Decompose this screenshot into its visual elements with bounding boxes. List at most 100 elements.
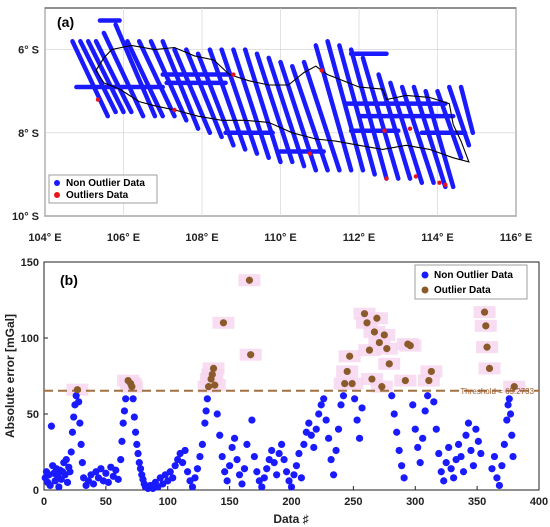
non-outlier-point (166, 468, 174, 476)
non-outlier-point (72, 392, 80, 400)
non-outlier-point (334, 425, 343, 433)
map-legend-box (48, 174, 158, 204)
outlier-point (370, 328, 379, 336)
ship-track (85, 39, 126, 115)
non-outlier-point (213, 410, 221, 418)
non-outlier-point (459, 468, 468, 476)
non-outlier-point (290, 471, 298, 479)
non-outlier-point (183, 468, 192, 476)
non-outlier-point (332, 446, 340, 455)
error-points (41, 276, 518, 493)
map-panel: 104° E 106° E 108° E 110° E 112° E 114° E 116°… (12, 7, 533, 244)
map-legend: Non Outlier Data Outliers Data (48, 174, 158, 204)
non-outlier-point (327, 456, 335, 464)
ship-track (219, 47, 260, 156)
outlier-point (247, 351, 255, 359)
non-outlier-point (63, 478, 72, 486)
map-x-tick-label: 104° E (28, 232, 61, 244)
non-outlier-point (297, 474, 305, 482)
ship-track (125, 39, 165, 119)
non-outlier-point (419, 434, 427, 442)
outlier-point (208, 370, 216, 379)
non-outlier-point (181, 446, 189, 455)
ship-track (254, 51, 295, 165)
panel-label-b: (b) (60, 272, 78, 288)
x-tick-label: 400 (530, 496, 548, 508)
non-outlier-point (62, 456, 70, 464)
outlier-point (482, 322, 490, 330)
non-outlier-point (188, 483, 197, 491)
non-outlier-point (270, 459, 278, 467)
non-outlier-point (495, 481, 503, 490)
ship-track (301, 59, 342, 173)
non-outlier-point (358, 404, 366, 412)
outlier-point (401, 376, 409, 385)
outlier-point (128, 383, 136, 391)
map-outlier-point (319, 68, 324, 73)
non-outlier-point (469, 462, 478, 470)
non-outlier-point (179, 459, 187, 467)
non-outlier-point (235, 471, 244, 479)
outlier-point (510, 383, 518, 391)
non-outlier-point (133, 440, 141, 448)
map-x-tick-label: 108° E (185, 232, 218, 244)
ship-track (231, 47, 271, 161)
non-outlier-point (203, 395, 211, 403)
outlier-point (204, 383, 213, 391)
non-outlier-point (445, 443, 453, 452)
non-outlier-point (131, 428, 140, 436)
ship-track (266, 55, 307, 169)
error-tick-labels: 0 50 100 150 200 250 300 350 400 0 50 100 150 (21, 257, 549, 508)
non-outlier-point (477, 449, 485, 458)
x-tick-label: 250 (344, 496, 362, 508)
map-x-tick-label: 110° E (264, 232, 297, 244)
non-outlier-point (329, 471, 338, 479)
non-outlier-point (102, 469, 110, 477)
non-outlier-point (462, 431, 470, 439)
non-outlier-point (411, 425, 419, 433)
map-x-tick-label: 116° E (500, 232, 533, 244)
outlier-point (383, 345, 391, 353)
non-outlier-point (243, 440, 251, 448)
non-outlier-point (129, 395, 137, 403)
error-legend-label-non-outlier: Non Outlier Data (434, 270, 513, 281)
x-tick-label: 200 (282, 496, 300, 508)
y-tick-label: 100 (21, 333, 39, 345)
ship-track (388, 80, 425, 185)
non-outlier-point (47, 422, 56, 430)
non-outlier-point (117, 456, 125, 464)
non-outlier-point (228, 443, 236, 452)
non-outlier-point (193, 465, 202, 473)
map-outlier-point (95, 97, 101, 102)
non-outlier-point (450, 474, 458, 482)
non-outlier-point (77, 440, 85, 448)
non-outlier-point (280, 456, 288, 464)
x-tick-label: 100 (159, 496, 177, 508)
outlier-point (346, 352, 354, 360)
non-outlier-point (432, 425, 440, 433)
non-outlier-point (76, 419, 84, 427)
non-outlier-point (307, 431, 315, 439)
non-outlier-point (196, 452, 204, 461)
map-outlier-point (307, 151, 313, 156)
error-legend-marker-non-outlier (421, 271, 429, 279)
outlier-point (485, 364, 494, 372)
non-outlier-point (238, 480, 246, 488)
ship-track (113, 22, 158, 119)
non-outlier-point (310, 443, 318, 452)
outlier-point (365, 346, 374, 354)
outlier-point (368, 375, 376, 383)
non-outlier-point (130, 413, 138, 421)
non-outlier-point (171, 462, 179, 470)
non-outlier-point (66, 468, 74, 476)
outlier-point (483, 343, 491, 351)
ship-track (325, 39, 366, 173)
non-outlier-point (312, 425, 320, 433)
outlier-point (425, 376, 433, 385)
ship-track (458, 84, 476, 136)
error-legend-box (414, 264, 528, 300)
outlier-point (360, 310, 369, 318)
non-outlier-point (498, 462, 506, 470)
map-outlier-point (384, 176, 389, 181)
non-outlier-point (504, 401, 512, 409)
